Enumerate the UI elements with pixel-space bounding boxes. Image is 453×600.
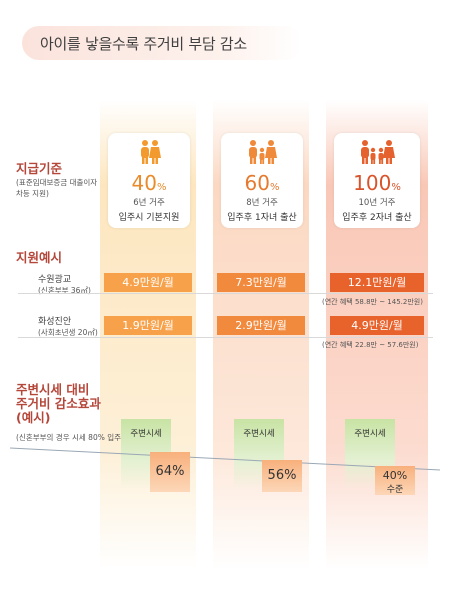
example-value-1-2: 7.3만원/월 [217, 273, 305, 292]
row-divider-2 [18, 337, 433, 338]
effect-heading-line-1: 주변시세 대비 [16, 382, 90, 397]
effect-value-1: 64% [155, 464, 185, 479]
example-value-2-2: 2.9만원/월 [217, 316, 305, 335]
example-detail-2: (사회초년생 20㎡) [38, 328, 98, 337]
criteria-sub-2: 차등 지원) [16, 189, 49, 198]
effect-heading-line-3: (예시) [16, 410, 51, 425]
example-value-2-3: 4.9만원/월 [330, 316, 424, 335]
tier-desc-1: 입주시 기본지원 [118, 213, 180, 223]
market-label-3: 주변시세 [354, 429, 386, 439]
effect-sub: (신혼부부의 경우 시세 80% 입주) [16, 433, 124, 442]
family-one-child-icon [246, 139, 278, 165]
effect-heading: 주변시세 대비 주거비 감소효과 (예시) [16, 383, 101, 425]
tier-card-3: 100% 10년 거주 입주후 2자녀 출산 [334, 133, 420, 228]
effect-box-2: 56% [262, 460, 302, 492]
tier-years-1: 6년 거주 [133, 198, 165, 208]
example-place-2: 화성진안 [38, 317, 72, 327]
tier-card-1: 40% 6년 거주 입주시 기본지원 [108, 133, 190, 228]
market-box-3: 주변시세 [345, 419, 395, 489]
trend-line-path [9, 447, 441, 471]
example-place-1: 수원광교 [38, 275, 72, 285]
effect-value-3: 40% [382, 469, 408, 482]
tier-percent-1: 40% [131, 171, 167, 195]
tier-desc-2: 입주후 1자녀 출산 [227, 213, 297, 223]
effect-suffix-3: 수준 [386, 485, 404, 495]
example-note-1: (연간 혜택 58.8만 ~ 145.2만원) [322, 298, 423, 306]
example-value-2-1: 1.9만원/월 [104, 316, 192, 335]
title-background [22, 26, 302, 60]
page-title: 아이를 낳을수록 주거비 부담 감소 [40, 35, 247, 53]
criteria-sub-1: (표준임대보증금 대출이자 [16, 178, 98, 187]
effect-box-1: 64% [150, 452, 190, 492]
example-note-2: (연간 혜택 22.8만 ~ 57.6만원) [322, 341, 419, 349]
example-value-1-1: 4.9만원/월 [104, 273, 192, 292]
examples-heading: 지원예시 [16, 250, 63, 265]
tier-desc-3: 입주후 2자녀 출산 [342, 213, 412, 223]
two-people-icon [137, 139, 163, 165]
effect-heading-line-2: 주거비 감소효과 [16, 396, 101, 411]
example-detail-1: (신혼부부 36㎡) [38, 286, 91, 295]
trend-line [9, 447, 441, 471]
tier-years-3: 10년 거주 [358, 198, 396, 208]
effect-value-2: 56% [267, 468, 297, 483]
tier-percent-3: 100% [353, 171, 401, 195]
example-value-1-3: 12.1만원/월 [330, 273, 424, 292]
tier-years-2: 8년 거주 [246, 198, 278, 208]
criteria-heading: 지급기준 [16, 161, 63, 176]
row-divider-1 [18, 293, 433, 294]
tier-percent-2: 60% [244, 171, 280, 195]
effect-box-3: 40% 수준 [375, 466, 415, 495]
tier-card-2: 60% 8년 거주 입주후 1자녀 출산 [221, 133, 303, 228]
market-label-2: 주변시세 [243, 429, 275, 439]
market-label-1: 주변시세 [130, 429, 162, 439]
family-two-children-icon [358, 139, 396, 165]
